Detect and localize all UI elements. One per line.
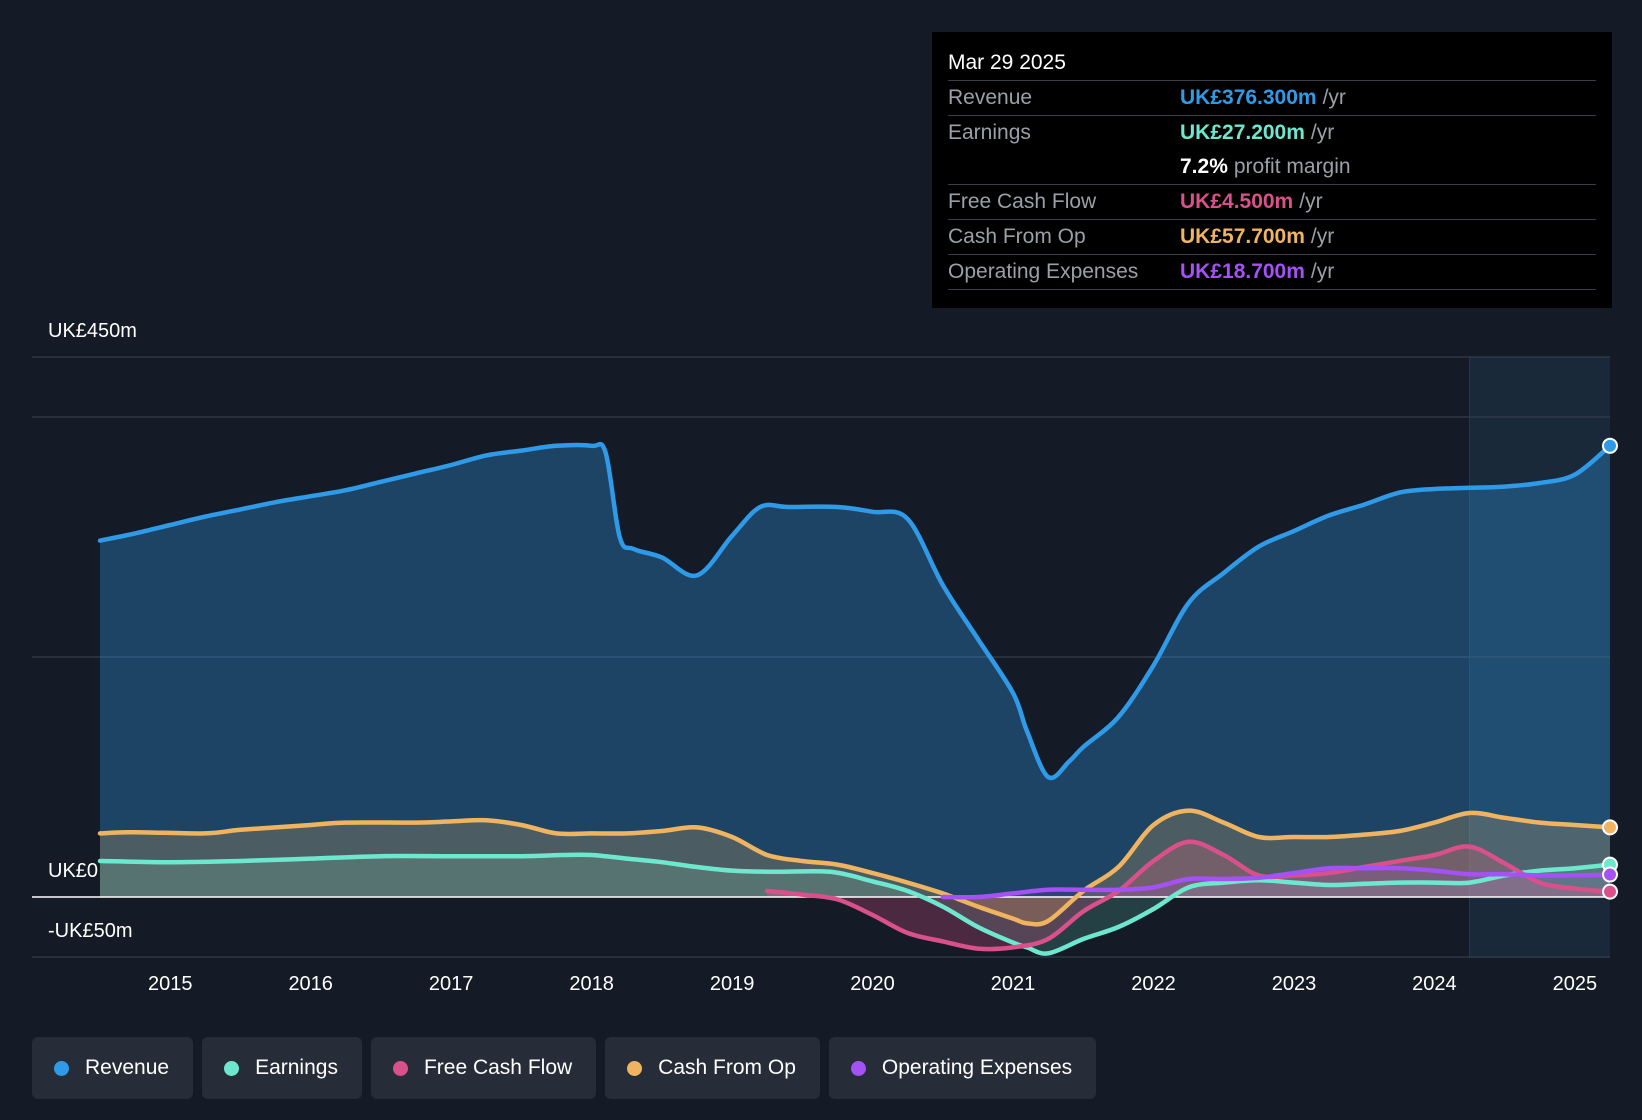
tooltip-row-operating-expenses: Operating Expenses UK£18.700m /yr <box>948 255 1596 290</box>
legend-label: Operating Expenses <box>881 1056 1073 1079</box>
tooltip-row-revenue: Revenue UK£376.300m /yr <box>948 81 1596 116</box>
chart-legend: Revenue Earnings Free Cash Flow Cash Fro… <box>32 1037 1097 1099</box>
tooltip-row-name <box>948 150 1180 184</box>
tooltip-row-unit: /yr <box>1310 260 1335 283</box>
series-end-point-3 <box>1602 819 1618 836</box>
series-line-1 <box>97 852 1613 956</box>
tooltip-row-value: UK£57.700m <box>1180 225 1305 248</box>
series-area-1 <box>100 854 1610 954</box>
tooltip-row-name: Cash From Op <box>948 225 1086 248</box>
chart-svg: 2015 2016 2017 2018 2019 2020 2021 2022 2023 2024… <box>32 356 1618 995</box>
legend-label: Revenue <box>85 1056 170 1079</box>
legend-label: Free Cash Flow <box>423 1056 573 1079</box>
tooltip-row-profit-margin: 7.2% profit margin <box>948 150 1596 185</box>
tooltip-row-name: Revenue <box>948 86 1033 109</box>
series-line-0 <box>97 441 1613 781</box>
x-tick-label: 2021 <box>991 973 1036 995</box>
tooltip-row-value: UK£18.700m <box>1180 260 1305 283</box>
tooltip-row-name: Operating Expenses <box>948 260 1139 283</box>
series-end-point-2 <box>1602 883 1618 900</box>
tooltip-row-name: Free Cash Flow <box>948 190 1097 213</box>
tooltip-row-unit: profit margin <box>1233 155 1351 178</box>
x-tick-label: 2025 <box>1553 973 1598 995</box>
series-end-point-0 <box>1602 437 1618 454</box>
series-end-point-4 <box>1602 866 1618 883</box>
legend-item-free-cash-flow[interactable]: Free Cash Flow <box>370 1037 597 1099</box>
tooltip-row-cash-from-op: Cash From Op UK£57.700m /yr <box>948 220 1596 255</box>
series-area-0 <box>100 444 1610 897</box>
x-tick-label: 2016 <box>288 973 333 995</box>
x-tick-label: 2023 <box>1272 973 1317 995</box>
tooltip-row-value: UK£376.300m <box>1180 86 1317 109</box>
x-tick-label: 2018 <box>569 973 614 995</box>
tooltip-date: Mar 29 2025 <box>948 46 1596 81</box>
legend-dot-icon <box>224 1060 240 1076</box>
legend-label: Earnings <box>255 1056 338 1079</box>
x-tick-label: 2019 <box>710 973 755 995</box>
y-tick-label-top: UK£450m <box>48 320 137 342</box>
legend-item-revenue[interactable]: Revenue <box>32 1037 194 1099</box>
legend-item-cash-from-op[interactable]: Cash From Op <box>605 1037 820 1099</box>
x-tick-label: 2017 <box>429 973 474 995</box>
tooltip-row-unit: /yr <box>1310 121 1335 144</box>
legend-label: Cash From Op <box>658 1056 796 1079</box>
tooltip-row-value: UK£27.200m <box>1180 121 1305 144</box>
legend-item-operating-expenses[interactable]: Operating Expenses <box>828 1037 1097 1099</box>
tooltip-row-unit: /yr <box>1310 225 1335 248</box>
tooltip-row-value: 7.2% <box>1180 155 1228 178</box>
legend-item-earnings[interactable]: Earnings <box>202 1037 362 1099</box>
tooltip-row-value: UK£4.500m <box>1180 190 1294 213</box>
x-tick-label: 2020 <box>850 973 895 995</box>
legend-dot-icon <box>54 1060 69 1076</box>
legend-dot-icon <box>392 1060 408 1076</box>
legend-dot-icon <box>850 1060 866 1076</box>
series-area-3 <box>100 810 1610 925</box>
tooltip-row-earnings: Earnings UK£27.200m /yr <box>948 116 1596 150</box>
tooltip-row-unit: /yr <box>1322 86 1346 109</box>
series-line-4 <box>940 865 1613 900</box>
y-tick-label-zero: UK£0 <box>48 860 99 882</box>
chart-tooltip: Mar 29 2025 Revenue UK£376.300m /yr Earn… <box>932 32 1612 308</box>
tooltip-row-unit: /yr <box>1299 190 1323 213</box>
x-tick-label: 2024 <box>1412 973 1457 995</box>
y-tick-label-bottom: -UK£50m <box>48 920 133 942</box>
tooltip-row-name: Earnings <box>948 121 1031 144</box>
legend-dot-icon <box>627 1060 643 1076</box>
series-line-2 <box>764 839 1613 952</box>
series-line-3 <box>97 808 1613 927</box>
tooltip-row-free-cash-flow: Free Cash Flow UK£4.500m /yr <box>948 185 1596 220</box>
x-tick-label: 2015 <box>148 973 193 995</box>
chart-area: 2015 2016 2017 2018 2019 2020 2021 2022 2023 2024… <box>32 320 1618 995</box>
x-tick-label: 2022 <box>1131 973 1176 995</box>
